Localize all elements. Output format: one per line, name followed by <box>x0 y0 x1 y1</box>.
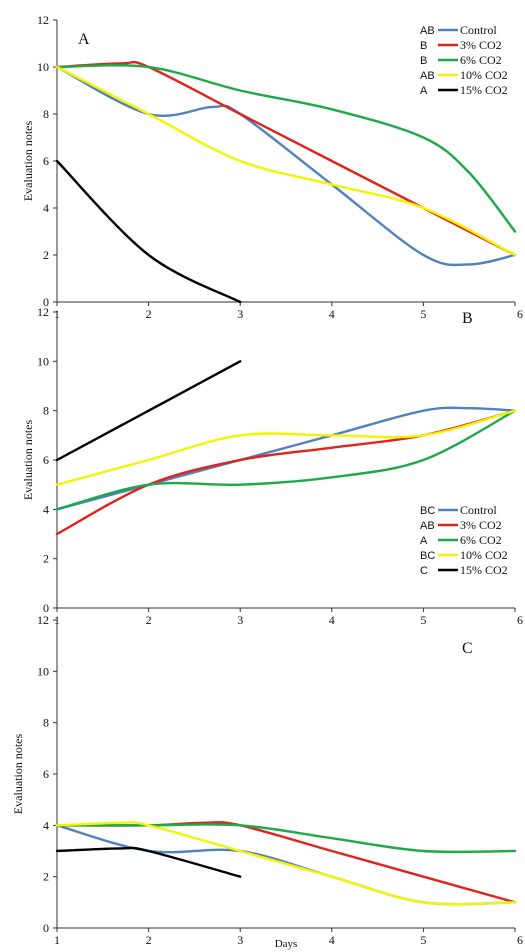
series-line-15-co2 <box>55 846 242 878</box>
legend-group-letter: B <box>420 40 427 52</box>
x-tick-label: 3 <box>237 933 243 947</box>
x-tick-label: 6 <box>517 613 523 627</box>
y-tick-label: 4 <box>43 818 49 832</box>
legend-group-letter: AB <box>420 70 435 82</box>
legend-label: 3% CO2 <box>460 38 502 52</box>
series-line-15-co2 <box>55 159 242 304</box>
y-tick-label: 12 <box>37 613 49 627</box>
legend-label: 10% CO2 <box>460 68 508 82</box>
legend-label: 6% CO2 <box>460 53 502 67</box>
x-tick-label: 6 <box>517 307 523 321</box>
panel-letter: C <box>462 640 473 657</box>
legend-label: 15% CO2 <box>460 563 508 577</box>
y-axis-label: Evaluation notes <box>21 420 35 501</box>
x-tick-label: 4 <box>329 613 335 627</box>
y-tick-label: 10 <box>37 60 49 74</box>
series-line-10-co2 <box>55 409 517 486</box>
x-tick-label: 1 <box>54 933 60 947</box>
y-axis-label: Evaluation notes <box>11 734 25 815</box>
series-line-10-co2 <box>55 65 517 257</box>
y-tick-label: 6 <box>43 767 49 781</box>
series-line-6-co2 <box>55 409 517 511</box>
y-tick-label: 12 <box>37 13 49 27</box>
y-tick-label: 10 <box>37 354 49 368</box>
legend-label: 10% CO2 <box>460 548 508 562</box>
x-tick-label: 4 <box>329 307 335 321</box>
y-tick-label: 10 <box>37 664 49 678</box>
y-tick-label: 2 <box>43 870 49 884</box>
y-tick-label: 8 <box>43 404 49 418</box>
panel-b: 0 2 4 6 8 10 12 12 3 4 5 6 Evaluation notes B BC Contro… <box>21 305 523 627</box>
legend-group-letter: B <box>420 55 427 67</box>
x-tick-label: 5 <box>420 933 426 947</box>
legend-group-letter: BC <box>420 505 435 517</box>
legend: BC Control AB 3% CO2 A 6% CO2 BC 10% CO2 C 15% CO… <box>420 503 508 577</box>
y-tick-label: 0 <box>43 601 49 615</box>
x-tick-label: 3 <box>237 307 243 321</box>
legend-label: Control <box>460 23 497 37</box>
y-tick-label: 0 <box>43 295 49 309</box>
x-tick-label: 6 <box>517 933 523 947</box>
legend-group-letter: A <box>420 85 428 97</box>
series-line-6-co2 <box>55 64 517 233</box>
legend-group-letter: A <box>420 535 428 547</box>
y-tick-label: 0 <box>43 921 49 935</box>
x-axis-label: Days <box>275 938 298 950</box>
series-line-3-co2 <box>55 409 517 536</box>
legend-group-letter: AB <box>420 25 435 37</box>
x-tick-label: 3 <box>237 613 243 627</box>
x-tick-label: 5 <box>420 307 426 321</box>
legend-group-letter: BC <box>420 550 435 562</box>
series-line-15-co2 <box>55 360 242 462</box>
legend: AB Control B 3% CO2 B 6% CO2 AB 10% CO2 A 15% CO2 <box>420 23 508 97</box>
y-axis-label: Evaluation notes <box>21 121 35 202</box>
x-tick-label: 2 <box>146 933 152 947</box>
y-tick-label: 8 <box>43 716 49 730</box>
legend-group-letter: C <box>420 565 428 577</box>
y-tick-label: 6 <box>43 453 49 467</box>
y-tick-label: 6 <box>43 154 49 168</box>
x-tick-label: 4 <box>329 933 335 947</box>
y-tick-label: 8 <box>43 107 49 121</box>
y-tick-label: 4 <box>43 201 49 215</box>
y-tick-label: 12 <box>37 305 49 319</box>
panel-letter: A <box>78 31 90 48</box>
x-tick-label: 2 <box>146 613 152 627</box>
y-tick-label: 2 <box>43 248 49 262</box>
x-tick-label: 2 <box>146 307 152 321</box>
x-tick-label: 5 <box>420 613 426 627</box>
series-line-10-co2 <box>55 821 517 906</box>
y-tick-label: 2 <box>43 552 49 566</box>
legend-group-letter: AB <box>420 520 435 532</box>
legend-label: Control <box>460 503 497 517</box>
series-line-6-co2 <box>55 823 517 854</box>
y-tick-label: 4 <box>43 502 49 516</box>
legend-label: 15% CO2 <box>460 83 508 97</box>
legend-label: 3% CO2 <box>460 518 502 532</box>
panel-letter: B <box>462 310 473 327</box>
legend-label: 6% CO2 <box>460 533 502 547</box>
